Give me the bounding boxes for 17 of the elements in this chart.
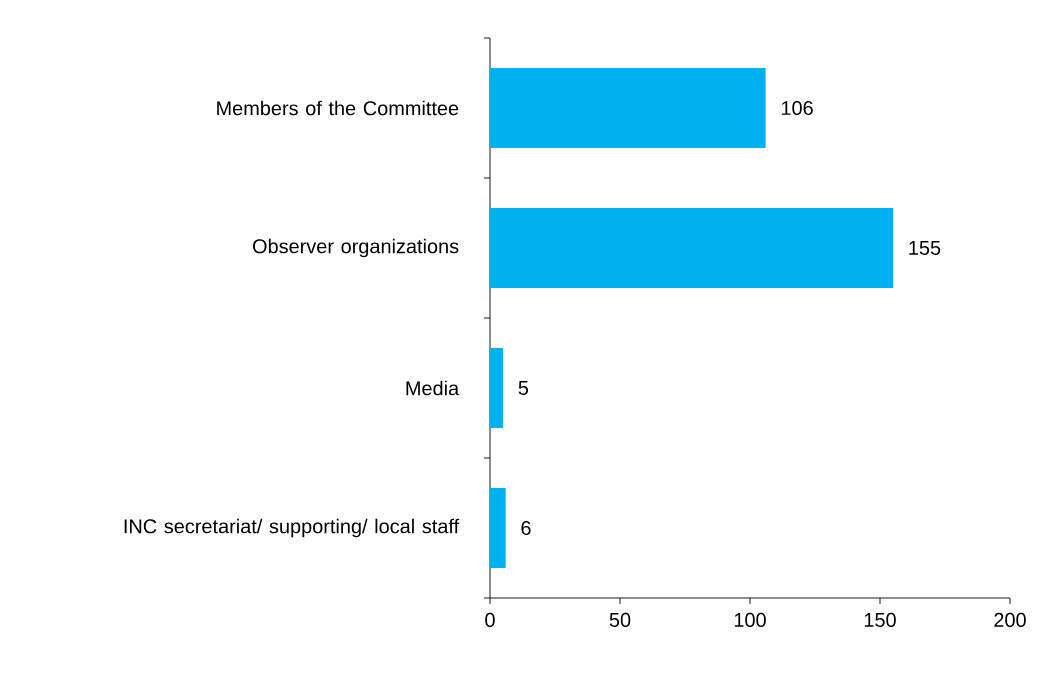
bar: [490, 348, 503, 428]
x-tick-label: 100: [734, 612, 766, 627]
x-tick-label: 150: [864, 612, 896, 627]
y-tick-label: INC secretariat/ supporting/ local staff: [124, 518, 460, 538]
x-tick-label: 200: [994, 612, 1026, 627]
x-tick-label: 0: [485, 612, 495, 627]
y-tick-label: Media: [406, 380, 460, 396]
bar: [490, 68, 766, 148]
y-tick-label: Members of the Committee: [217, 100, 459, 116]
data-label: 6: [521, 520, 531, 536]
bar: [490, 488, 506, 568]
data-label: 155: [909, 241, 941, 255]
y-tick-label: Observer organizations: [252, 238, 459, 258]
bar: [490, 208, 893, 288]
data-label: 106: [781, 100, 813, 116]
x-tick-label: 50: [609, 612, 631, 627]
data-label: 5: [518, 381, 529, 395]
